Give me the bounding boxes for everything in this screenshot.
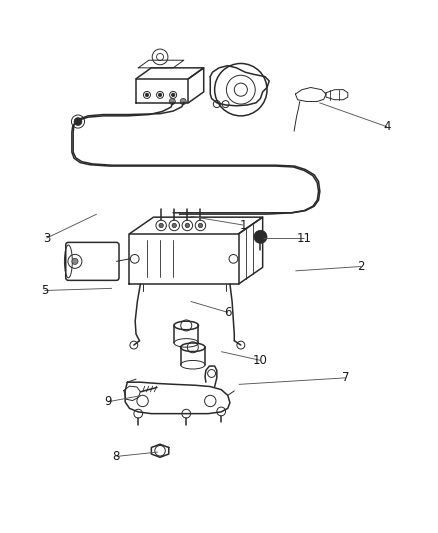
Circle shape bbox=[145, 93, 149, 96]
Text: 10: 10 bbox=[253, 354, 268, 367]
Circle shape bbox=[185, 223, 190, 228]
Text: 11: 11 bbox=[297, 232, 312, 245]
Text: 1: 1 bbox=[239, 219, 247, 231]
Circle shape bbox=[180, 99, 186, 104]
Text: 6: 6 bbox=[224, 306, 231, 319]
Circle shape bbox=[254, 230, 267, 244]
Circle shape bbox=[158, 93, 162, 96]
Text: 7: 7 bbox=[342, 372, 350, 384]
Text: 3: 3 bbox=[43, 232, 50, 245]
Circle shape bbox=[169, 99, 175, 104]
Circle shape bbox=[172, 223, 177, 228]
Circle shape bbox=[72, 259, 78, 264]
Text: 2: 2 bbox=[357, 260, 365, 273]
Text: 4: 4 bbox=[383, 120, 391, 133]
Circle shape bbox=[159, 223, 163, 228]
Circle shape bbox=[74, 118, 82, 125]
Text: 9: 9 bbox=[104, 395, 111, 408]
Circle shape bbox=[198, 223, 203, 228]
Text: 8: 8 bbox=[113, 450, 120, 463]
Text: 5: 5 bbox=[41, 284, 48, 297]
Circle shape bbox=[171, 93, 175, 96]
